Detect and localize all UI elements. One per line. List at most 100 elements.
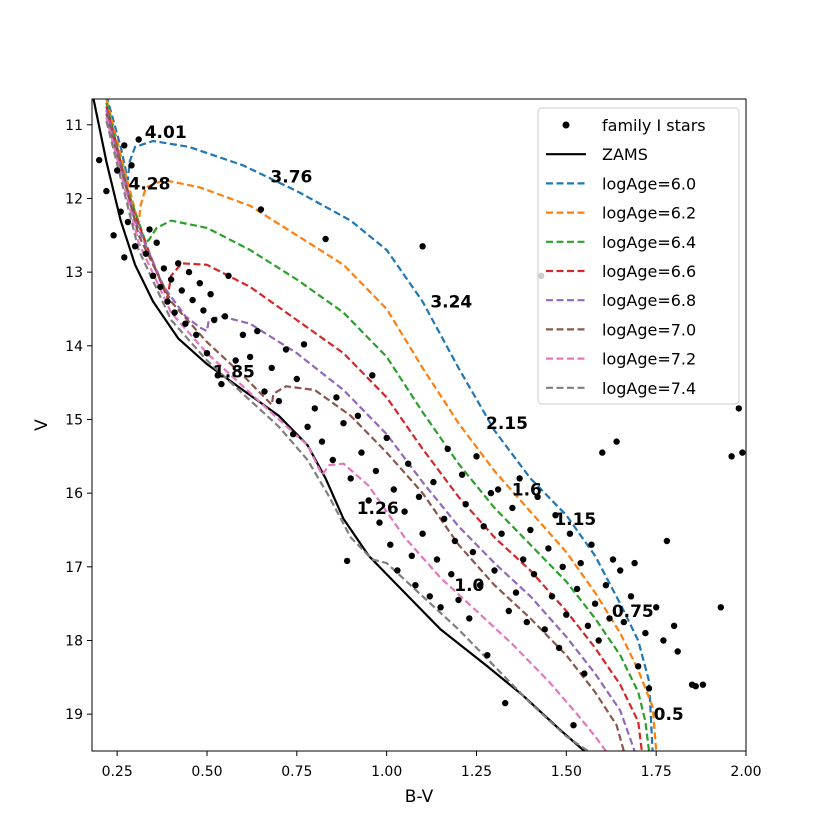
star-point: [157, 283, 164, 291]
y-tick-label: 13: [65, 265, 83, 281]
star-point: [193, 331, 200, 338]
legend-label: logAge=6.6: [602, 262, 696, 281]
star-point: [290, 431, 297, 438]
star-point: [502, 699, 509, 707]
isochrone-logage-7-2: [105, 117, 607, 751]
star-point: [645, 685, 653, 692]
star-point: [211, 316, 218, 324]
star-point: [674, 648, 681, 655]
star-point: [631, 559, 638, 567]
star-point: [663, 537, 671, 545]
x-tick-label: 1.75: [641, 764, 672, 780]
mass-label: 1.26: [357, 499, 399, 519]
star-point: [527, 526, 534, 534]
mass-label: 1.6: [512, 481, 542, 501]
star-point: [121, 254, 128, 261]
star-point: [160, 265, 168, 272]
star-point: [430, 478, 437, 486]
isochrone-logage-6-0: [106, 99, 654, 751]
star-point: [559, 563, 566, 570]
y-axis-label: V: [32, 419, 52, 431]
y-axis-ticks: 11 12 13 14 15 16 17 18 19: [65, 118, 92, 723]
star-point: [394, 567, 401, 574]
star-point: [577, 559, 584, 567]
y-tick-label: 16: [65, 486, 83, 502]
star-point: [653, 604, 660, 611]
isochrone-logage-6-8: [105, 109, 636, 751]
star-layer: [96, 136, 746, 729]
star-point: [595, 637, 602, 644]
star-point: [588, 541, 595, 548]
star-point: [117, 208, 124, 215]
star-point: [329, 456, 336, 464]
star-point: [121, 142, 128, 149]
star-point: [642, 629, 649, 637]
star-point: [602, 582, 610, 589]
star-point: [124, 218, 132, 226]
star-point: [304, 423, 311, 430]
x-tick-label: 2.00: [730, 764, 761, 780]
star-point: [433, 556, 441, 563]
isochrone-logage-7-0: [105, 113, 625, 751]
mass-label: 0.5: [654, 705, 684, 725]
star-point: [110, 232, 117, 239]
isochrone-logage-6-4: [105, 102, 651, 751]
star-point: [383, 434, 390, 442]
star-point: [509, 504, 516, 512]
star-point: [584, 622, 592, 629]
star-point: [573, 585, 581, 593]
legend-label: family I stars: [602, 116, 706, 135]
star-point: [581, 670, 588, 677]
star-point: [484, 652, 491, 659]
star-point: [437, 604, 444, 611]
mass-label: 3.76: [270, 167, 312, 187]
star-point: [372, 467, 380, 475]
star-point: [257, 206, 265, 213]
star-point: [178, 287, 185, 294]
star-point: [476, 582, 484, 589]
star-point: [609, 556, 617, 563]
star-point: [387, 541, 394, 548]
legend: family I stars ZAMS logAge=6.0 logAge=6.2 lo…: [537, 107, 740, 405]
star-point: [333, 394, 340, 401]
mass-label: 1.15: [554, 510, 596, 530]
star-point: [175, 260, 182, 267]
star-point: [128, 162, 135, 169]
star-point: [491, 567, 498, 574]
legend-label: logAge=6.8: [602, 291, 696, 310]
star-point: [505, 607, 512, 615]
star-point: [225, 272, 232, 279]
mass-label-layer: 4.01 4.28 3.76 3.24 1.85 2.15 1.6 1.26 1.15 1.0 0.…: [129, 123, 684, 725]
star-point: [103, 187, 110, 195]
star-point: [660, 637, 667, 644]
legend-label: logAge=6.2: [602, 204, 696, 223]
y-tick-label: 17: [65, 560, 83, 576]
star-point: [185, 268, 193, 276]
mass-label: 3.24: [430, 293, 472, 313]
legend-label: logAge=6.4: [602, 233, 696, 252]
legend-label: logAge=7.4: [602, 379, 696, 398]
legend-label: logAge=7.0: [602, 320, 696, 339]
star-point: [462, 501, 469, 508]
star-point: [96, 156, 103, 164]
star-point: [354, 412, 362, 419]
isochrone-logage-7-4: [105, 120, 589, 751]
star-point: [146, 226, 153, 233]
star-point: [606, 615, 613, 622]
star-point: [322, 235, 329, 243]
mass-label: 1.0: [454, 576, 484, 596]
star-point: [149, 272, 157, 279]
mass-label: 0.75: [612, 602, 654, 622]
star-point: [358, 449, 365, 456]
star-point: [613, 438, 620, 445]
star-point: [268, 364, 275, 372]
star-point: [369, 372, 376, 379]
x-tick-label: 1.00: [371, 764, 402, 780]
star-point: [735, 405, 742, 412]
x-tick-label: 1.50: [551, 764, 582, 780]
legend-marker: [562, 121, 570, 129]
star-point: [114, 167, 121, 174]
star-point: [200, 307, 207, 314]
star-point: [599, 449, 606, 456]
star-point: [458, 471, 466, 478]
